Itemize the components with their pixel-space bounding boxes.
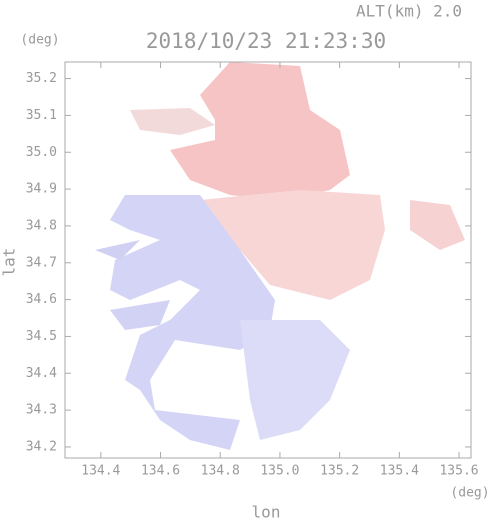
y-tick-label: 35.0 [26, 145, 57, 160]
y-tick-label: 34.2 [26, 439, 57, 454]
y-tick-label: 35.1 [26, 108, 57, 123]
x-tick-label: 135.0 [260, 464, 299, 479]
plot-frame [64, 61, 472, 459]
altitude: ALT(km) 2.0 [356, 2, 462, 21]
y-axis-label: lat [0, 248, 19, 277]
x-tick-label: 135.6 [439, 464, 478, 479]
y-tick-label: 34.7 [26, 255, 57, 270]
chart-title: 2018/10/23 21:23:30 [146, 29, 386, 53]
y-tick-label: 34.5 [26, 329, 57, 344]
x-tick-label: 134.6 [141, 464, 180, 479]
velocity-field [95, 62, 465, 450]
y-tick-label: 34.3 [26, 403, 57, 418]
y-tick-label: 34.4 [26, 366, 57, 381]
x-unit: (deg) [450, 486, 489, 501]
y-tick-label: 34.9 [26, 182, 57, 197]
x-tick-label: 135.2 [320, 464, 359, 479]
x-axis-label: lon [252, 503, 281, 521]
x-tick-label: 134.8 [201, 464, 240, 479]
y-tick-label: 35.2 [26, 71, 57, 86]
y-tick-label: 34.8 [26, 218, 57, 233]
x-tick-label: 134.4 [81, 464, 120, 479]
y-tick-label: 34.6 [26, 292, 57, 307]
x-tick-label: 135.4 [380, 464, 419, 479]
y-unit: (deg) [20, 33, 59, 48]
